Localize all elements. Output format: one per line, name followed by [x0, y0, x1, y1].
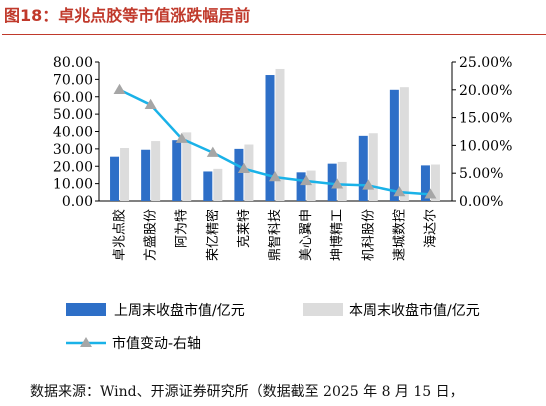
change-marker [300, 174, 313, 186]
y-right-tick-label: 15.00% [459, 111, 512, 127]
y-left-tick-label: 70.00 [53, 72, 93, 88]
change-marker [206, 146, 219, 157]
category-label: 克莱特 [237, 209, 252, 248]
bar-this-week [368, 133, 378, 201]
y-right-tick-label: 0.00% [459, 194, 503, 210]
bar-this-week [120, 148, 130, 201]
y-left-tick-label: 50.00 [53, 107, 93, 123]
bar-last-week [420, 165, 430, 201]
bar-last-week [358, 135, 368, 201]
change-marker [393, 186, 406, 197]
category-label: 美心翼申 [299, 209, 314, 261]
category-label: 坤博精工 [330, 209, 345, 261]
bar-last-week [389, 89, 399, 201]
category-label: 阿为特 [175, 209, 190, 248]
bar-this-week [151, 141, 161, 201]
change-marker [175, 132, 188, 143]
y-left-tick-label: 30.00 [53, 142, 93, 158]
bar-this-week [306, 170, 316, 201]
bar-last-week [265, 75, 275, 201]
bar-last-week [141, 149, 151, 201]
y-left-tick-label: 60.00 [53, 90, 93, 106]
category-label: 海达尔 [423, 209, 438, 248]
legend-label-change: 市值变动-右轴 [112, 335, 201, 352]
change-marker [269, 171, 281, 182]
bar-last-week [203, 171, 213, 201]
bar-this-week [182, 132, 192, 201]
line-series [113, 83, 437, 199]
legend-swatch-this-week [303, 303, 343, 316]
y-right-tick-label: 20.00% [459, 83, 512, 99]
figure-title: 图18：卓兆点胶等市值涨跌幅居前 [4, 6, 251, 25]
bar-last-week [172, 140, 182, 201]
bar-this-week [213, 168, 223, 201]
source-note: 数据来源：Wind、开源证券研究所（数据截至 2025 年 8 月 15 日， [30, 384, 464, 400]
change-marker [237, 162, 250, 173]
y-right-tick-label: 10.00% [459, 138, 512, 154]
bar-this-week [337, 161, 347, 201]
y-right-tick-label: 25.00% [459, 55, 512, 71]
category-label: 速城数控 [392, 209, 407, 261]
bar-this-week [275, 68, 285, 201]
y-left-tick-label: 80.00 [53, 55, 93, 71]
category-label: 机科股份 [361, 209, 376, 261]
bar-last-week [327, 163, 337, 201]
y-left-tick-label: 0.00 [62, 194, 93, 210]
legend-label-last-week: 上周末收盘市值/亿元 [114, 302, 245, 319]
change-marker [424, 188, 437, 199]
y-right-tick-label: 5.00% [459, 166, 503, 182]
title-rule [2, 34, 546, 35]
bar-last-week [110, 156, 120, 201]
legend-swatch-marker [80, 337, 92, 347]
category-label: 鼎智科技 [268, 209, 283, 261]
y-right-ticks: 0.00% 5.00% 10.00% 15.00% 20.00% 25.00% [452, 55, 512, 210]
category-labels: 卓兆点胶 方盛股份 阿为特 荣亿精密 克莱特 鼎智科技 美心翼申 坤博精工 机科股份 速城数控 海达… [112, 209, 439, 261]
legend-label-this-week: 本周末收盘市值/亿元 [349, 302, 480, 319]
y-left-tick-label: 20.00 [53, 159, 93, 175]
change-marker [331, 178, 344, 189]
category-label: 方盛股份 [143, 209, 159, 261]
category-label: 荣亿精密 [205, 209, 221, 261]
bar-this-week [399, 87, 409, 201]
category-label: 卓兆点胶 [112, 209, 128, 261]
y-left-tick-label: 10.00 [53, 177, 93, 193]
change-marker [113, 83, 126, 94]
bar-last-week [296, 172, 306, 201]
change-marker [144, 98, 157, 110]
bar-this-week [430, 164, 440, 201]
change-marker [362, 179, 375, 190]
y-left-tick-label: 40.00 [53, 125, 93, 141]
legend-swatch-last-week [66, 303, 106, 316]
bar-last-week [234, 148, 244, 201]
